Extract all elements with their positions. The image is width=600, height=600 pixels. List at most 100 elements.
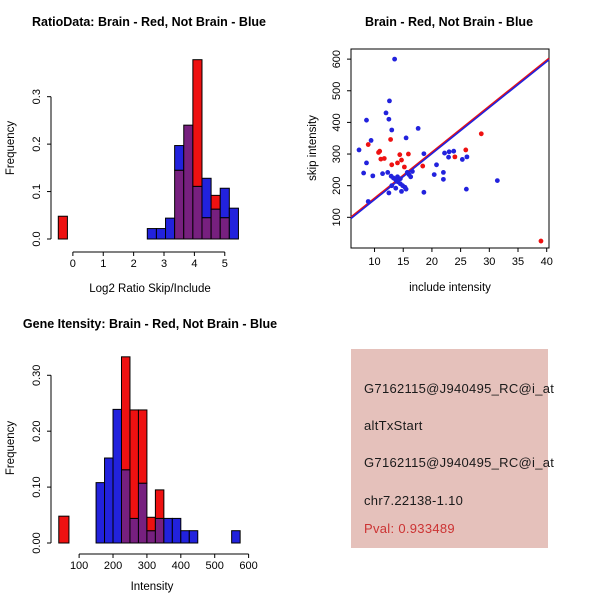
pval-line: Pval: 0.933489 <box>364 521 455 536</box>
scatter-point-blue <box>410 169 415 174</box>
scatter-point-blue <box>399 188 404 194</box>
scatter-point-blue <box>389 183 395 189</box>
x-tick-label: 15 <box>397 256 409 268</box>
scatter-point-red <box>376 150 381 155</box>
histogram-bar-overlap <box>137 482 148 544</box>
y-tick-label: 0.1 <box>31 184 43 199</box>
histogram-bar-blue <box>165 217 176 240</box>
histogram-bar-red <box>192 59 203 187</box>
scatter-point-blue <box>370 173 376 179</box>
scatter-point-blue <box>356 147 362 153</box>
x-axis-label: include intensity <box>409 282 491 294</box>
histogram-bar-blue <box>146 228 157 240</box>
scatter-point-blue <box>421 151 427 157</box>
plot-border <box>350 48 550 249</box>
x-axis-label: Intensity <box>131 581 174 593</box>
x-tick-label: 10 <box>368 256 380 268</box>
x-tick-label: 30 <box>483 256 495 268</box>
x-tick-label: 500 <box>206 560 224 572</box>
fit-line-red <box>350 57 550 219</box>
scatter-point-blue <box>403 186 409 192</box>
histogram-bar-overlap <box>154 517 165 544</box>
histogram-bar-red <box>146 516 156 532</box>
y-tick-label: 200 <box>331 176 343 194</box>
x-tick-label: 25 <box>454 256 466 268</box>
scatter-point-blue <box>408 174 414 180</box>
scatter-point-blue <box>446 154 451 160</box>
histogram-bar-overlap <box>120 469 131 544</box>
histogram-bar-red <box>57 215 68 240</box>
probe-id-line-2: G7162115@J940495_RC@i_at <box>364 455 555 470</box>
scatter-point-blue <box>431 172 437 178</box>
y-axis-label: Frequency <box>5 421 17 476</box>
scatter-point-blue <box>441 176 446 182</box>
scatter-point-blue <box>463 186 469 192</box>
scatter-point-red <box>405 151 411 157</box>
histogram-bar-blue <box>104 457 114 544</box>
scatter-point-red <box>381 156 387 161</box>
scatter-point-blue <box>386 190 392 196</box>
histogram-bar-overlap <box>174 169 185 240</box>
intensity-scatter-panel: Brain - Red, Not Brain - Blue include int… <box>307 15 553 294</box>
y-axis-label: skip intensity <box>307 115 319 181</box>
y-tick-label: 0.00 <box>31 532 43 553</box>
scatter-point-blue <box>385 169 391 175</box>
histogram-bar-red <box>120 356 131 471</box>
scatter-point-blue <box>393 185 399 191</box>
x-tick-label: 3 <box>161 258 167 270</box>
x-tick-label: 0 <box>70 258 76 270</box>
scatter-point-blue <box>361 170 367 176</box>
y-tick-label: 0.20 <box>31 420 43 441</box>
y-tick-label: 0.30 <box>31 365 43 386</box>
y-tick-label: 300 <box>331 145 343 163</box>
chart-title: Gene Itensity: Brain - Red, Not Brain - … <box>23 317 277 331</box>
x-tick-label: 400 <box>172 560 190 572</box>
scatter-point-blue <box>403 135 409 141</box>
x-tick-label: 2 <box>131 258 137 270</box>
histogram-bar-blue <box>228 207 239 240</box>
histogram-bar-overlap <box>129 517 139 544</box>
probe-id-line: G7162115@J940495_RC@i_at <box>364 381 555 396</box>
x-tick-label: 40 <box>541 256 553 268</box>
scatter-point-blue <box>380 171 385 177</box>
histogram-bar-blue <box>219 187 230 219</box>
scatter-point-red <box>478 131 484 137</box>
scatter-point-blue <box>464 154 470 160</box>
histogram-bar-red <box>137 409 148 484</box>
scatter-point-blue <box>415 126 421 131</box>
scatter-point-red <box>365 142 371 147</box>
y-tick-label: 400 <box>331 113 343 131</box>
fit-line-blue <box>350 59 550 220</box>
scatter-point-blue <box>364 160 369 166</box>
x-tick-label: 20 <box>426 256 438 268</box>
scatter-point-red <box>389 162 395 168</box>
histogram-bar-blue <box>201 177 212 219</box>
splice-event-type-line: altTxStart <box>364 418 423 433</box>
scatter-point-red <box>397 152 403 158</box>
scatter-point-red <box>388 137 393 142</box>
chart-title: RatioData: Brain - Red, Not Brain - Blue <box>32 15 266 29</box>
histogram-bar-red <box>129 409 139 519</box>
y-tick-label: 0.3 <box>31 89 43 104</box>
histogram-bar-red <box>210 194 221 210</box>
histogram-bar-blue <box>180 530 190 544</box>
y-tick-label: 600 <box>331 50 343 68</box>
histogram-bar-overlap <box>219 217 230 240</box>
histogram-bar-blue <box>188 530 199 544</box>
scatter-point-blue <box>434 162 439 168</box>
x-tick-label: 300 <box>138 560 156 572</box>
x-tick-label: 5 <box>222 258 228 270</box>
scatter-point-red <box>420 163 426 169</box>
chart-title: Brain - Red, Not Brain - Blue <box>365 15 533 29</box>
scatter-point-blue <box>387 98 392 104</box>
gene-info-box: G7162115@J940495_RC@i_at altTxStart G716… <box>351 349 554 548</box>
histogram-bar-overlap <box>192 185 203 240</box>
histogram-bar-overlap <box>183 124 194 240</box>
x-tick-label: 1 <box>100 258 106 270</box>
scatter-point-red <box>463 147 469 153</box>
scatter-point-blue <box>441 169 446 175</box>
scatter-point-red <box>452 154 458 160</box>
scatter-point-blue <box>494 178 500 184</box>
scatter-point-red <box>395 160 400 166</box>
